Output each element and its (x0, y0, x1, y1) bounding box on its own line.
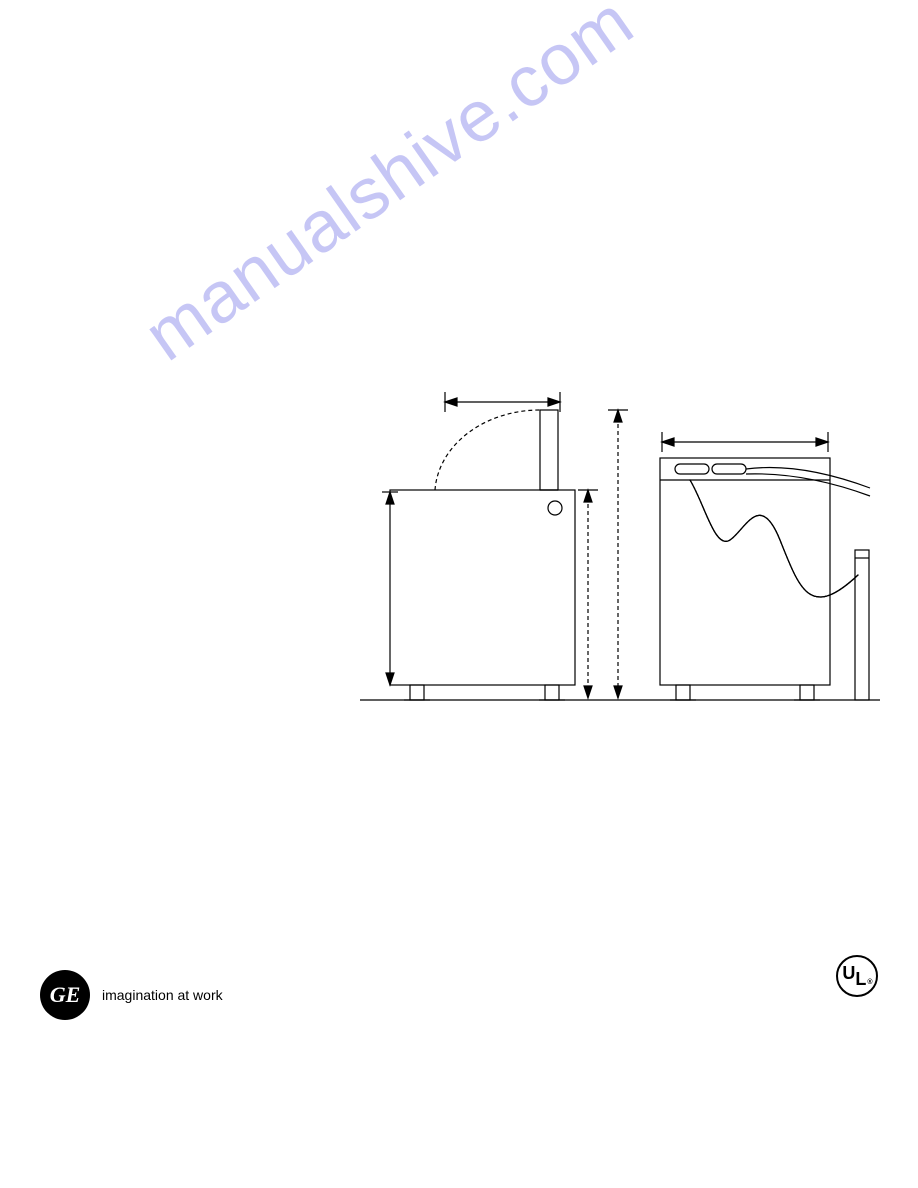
ge-tagline: imagination at work (102, 987, 223, 1003)
dim-depth (445, 392, 560, 412)
side-view (382, 392, 628, 700)
ul-registered: ® (867, 979, 872, 986)
ge-logo-block: GE imagination at work (40, 970, 223, 1020)
dim-height-open (608, 410, 628, 698)
ul-letter-u: U (842, 963, 855, 984)
ul-logo: UL® (836, 955, 878, 997)
ge-monogram: GE (50, 982, 81, 1008)
washer-diagram (360, 380, 880, 730)
ge-logo-icon: GE (40, 970, 90, 1020)
dim-height-closed (578, 490, 598, 698)
ul-letter-l: L (855, 969, 866, 990)
rear-view (660, 432, 870, 700)
watermark-text: manualshive.com (130, 0, 648, 377)
dim-width (662, 432, 828, 452)
